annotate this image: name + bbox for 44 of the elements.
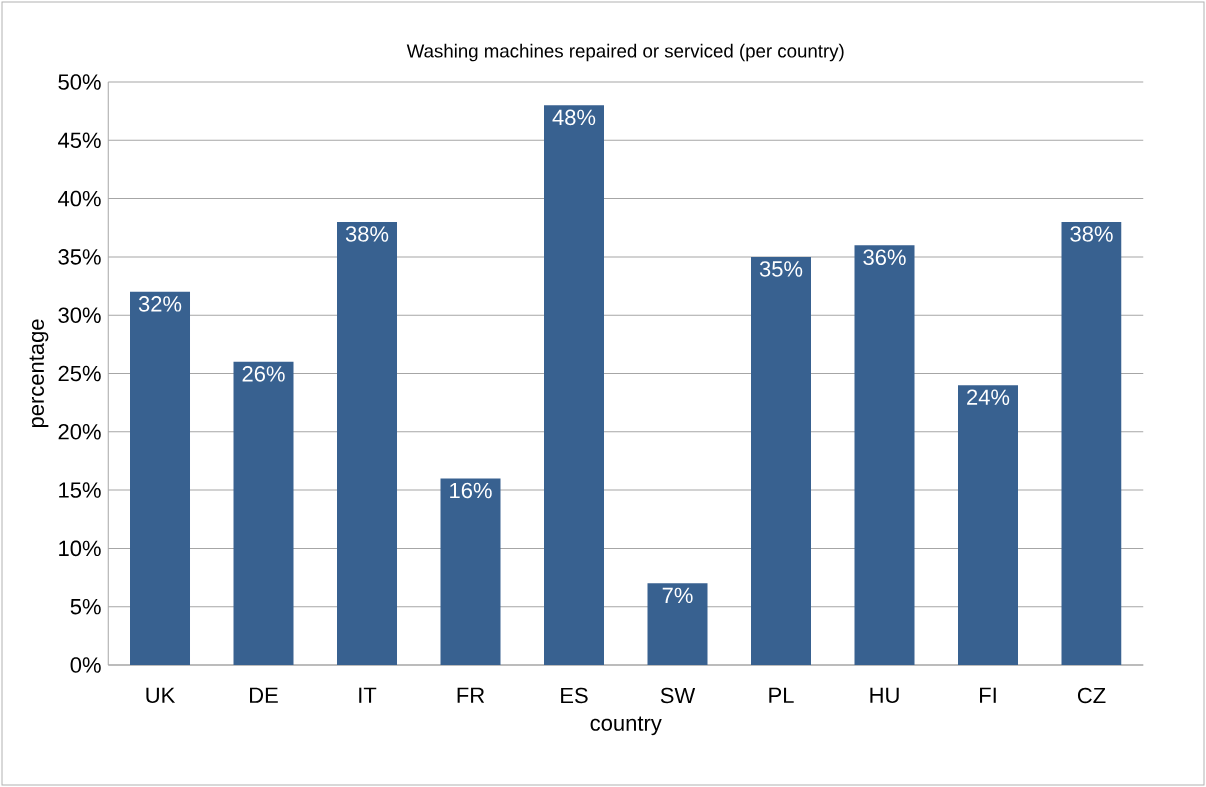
bar xyxy=(233,361,294,665)
x-axis-title: country xyxy=(590,716,662,736)
data-label: 38% xyxy=(345,226,389,242)
y-tick-label: 45% xyxy=(58,132,101,149)
bar xyxy=(854,245,915,665)
data-label: 35% xyxy=(759,261,803,277)
y-tick-label: 50% xyxy=(58,74,101,90)
bar xyxy=(958,385,1018,665)
bar xyxy=(1061,221,1122,665)
data-label: 38% xyxy=(1070,226,1113,242)
y-tick-label: 40% xyxy=(58,190,101,207)
y-axis-title: percentage xyxy=(29,319,49,428)
x-tick-label: HU xyxy=(870,687,899,704)
x-tick-label: IT xyxy=(359,687,377,703)
x-tick-label: SW xyxy=(660,687,696,704)
x-tick-label: DE xyxy=(250,687,278,703)
x-tick-label: FR xyxy=(457,687,485,703)
data-label: 48% xyxy=(552,109,596,126)
y-tick-label: 20% xyxy=(58,423,101,440)
x-tick-label: FI xyxy=(980,687,996,703)
data-label: 7% xyxy=(662,587,693,604)
y-tick-label: 5% xyxy=(70,598,101,615)
data-label: 16% xyxy=(450,482,492,499)
y-tick-label: 30% xyxy=(58,307,101,323)
bar xyxy=(440,478,501,665)
data-label: 24% xyxy=(967,389,1010,405)
y-tick-label: 15% xyxy=(59,482,101,498)
bar xyxy=(337,221,398,665)
bar xyxy=(751,256,811,665)
x-tick-label: CZ xyxy=(1077,687,1106,704)
x-tick-label: ES xyxy=(561,687,588,704)
x-tick-label: UK xyxy=(146,687,176,704)
data-label: 32% xyxy=(138,296,182,312)
y-tick-label: 25% xyxy=(58,365,101,382)
bar xyxy=(130,291,191,665)
x-tick-label: PL xyxy=(769,687,794,703)
bar xyxy=(544,105,604,665)
data-label: 26% xyxy=(242,366,285,382)
y-tick-label: 10% xyxy=(59,540,101,557)
y-tick-label: 0% xyxy=(70,657,101,673)
y-tick-label: 35% xyxy=(58,249,101,265)
chart-title: Washing machines repaired or serviced (per country) xyxy=(406,43,844,62)
bar xyxy=(647,583,708,665)
data-label: 36% xyxy=(863,249,906,266)
